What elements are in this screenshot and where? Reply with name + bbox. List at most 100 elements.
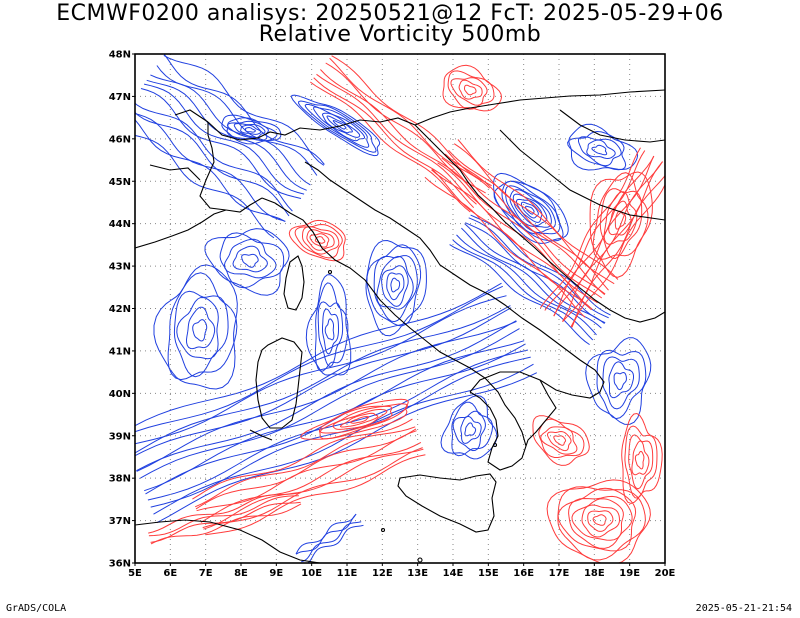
contour-line [424,176,586,318]
contour-line [390,277,401,293]
contour-line [196,430,417,512]
contour-line [140,88,302,199]
contour-line [493,172,569,244]
contour-line [136,320,517,472]
contour-line [219,232,285,289]
lon-label: 9E [269,568,283,579]
contour-line [163,54,325,166]
contour-line [135,305,511,454]
latitude-labels: 48N 47N 46N 45N 44N 43N 42N 41N 40N 39N 38N 37N 36N [109,50,135,570]
contour-line [568,495,633,549]
contour-line [540,426,578,455]
contour-line [232,245,268,273]
lat-label: 41N [109,346,131,357]
contour-line [136,320,517,472]
lon-label: 20E [655,568,676,579]
contour-line [305,274,352,376]
contour-line [376,255,414,310]
coastlines [135,89,665,563]
contour-line [135,307,512,457]
contour-line [634,450,645,470]
contour-line [307,524,364,563]
contour-line [203,448,424,530]
contour-line [553,435,567,446]
contour-line [173,290,229,378]
contour-line [324,318,335,341]
contour-line [546,430,572,452]
contour-line [515,198,543,223]
contour-line [450,77,488,106]
contour-line [143,83,305,195]
contour-line [294,223,343,259]
contour-line [386,272,405,301]
lon-label: 15E [478,568,499,579]
contour-line [332,408,388,430]
contour-field [135,54,665,563]
contour-line [440,395,498,460]
contour-line [381,265,409,307]
contour-line [299,398,409,440]
contour-line [192,319,208,342]
contour-line [464,422,477,437]
lon-label: 16E [513,568,534,579]
contour-line [608,361,634,399]
lon-label: 19E [619,568,640,579]
contour-line [452,239,594,341]
contour-line [309,233,330,248]
contour-line [185,306,216,350]
contour-line [621,412,663,505]
contour-line [310,81,471,213]
contour-line [448,149,609,291]
contour-line [553,155,655,317]
lat-label: 44N [109,219,131,230]
contour-line [226,117,278,142]
contour-line [340,412,379,428]
contour-line [156,372,538,524]
contour-line [314,236,326,244]
footer-timestamp: 2025-05-21-21:54 [695,603,792,614]
contour-line [204,228,290,296]
contour-line [540,147,641,309]
contour-line [461,227,602,329]
contour-line [200,441,422,523]
contour-line [306,229,335,251]
lat-label: 46N [109,134,131,145]
contour-line [613,371,627,391]
contour-line [301,226,340,255]
positive-vorticity-contours [148,55,665,563]
lat-label: 40N [109,389,131,400]
contour-line [460,415,482,444]
contour-line [325,62,486,194]
contour-line [586,139,616,160]
contour-line [319,405,393,434]
contour-line [240,124,262,135]
negative-vorticity-contours [135,54,652,563]
contour-line [628,434,654,490]
footer-credit: GrADS/COLA [6,603,67,614]
contour-line [135,295,507,445]
contour-line [444,154,606,296]
contour-line [290,94,381,157]
lon-label: 11E [337,568,358,579]
contour-line [557,486,646,561]
contour-line [150,74,311,186]
contour-line [297,100,377,153]
contour-line [195,428,417,510]
contour-line [331,55,492,187]
contour-line [592,514,607,526]
contour-line [167,272,238,381]
contour-line [245,126,256,133]
contour-line [150,501,301,543]
lon-label: 17E [549,568,570,579]
lat-label: 43N [109,262,131,273]
lat-label: 48N [109,50,131,61]
lat-label: 47N [109,92,131,103]
contour-line [509,189,552,228]
contour-line [493,180,564,242]
contour-line [464,84,477,96]
contour-line [614,210,627,230]
contour-line [205,454,426,536]
contour-line [578,136,622,167]
contour-line [468,217,609,319]
lon-label: 18E [584,568,605,579]
